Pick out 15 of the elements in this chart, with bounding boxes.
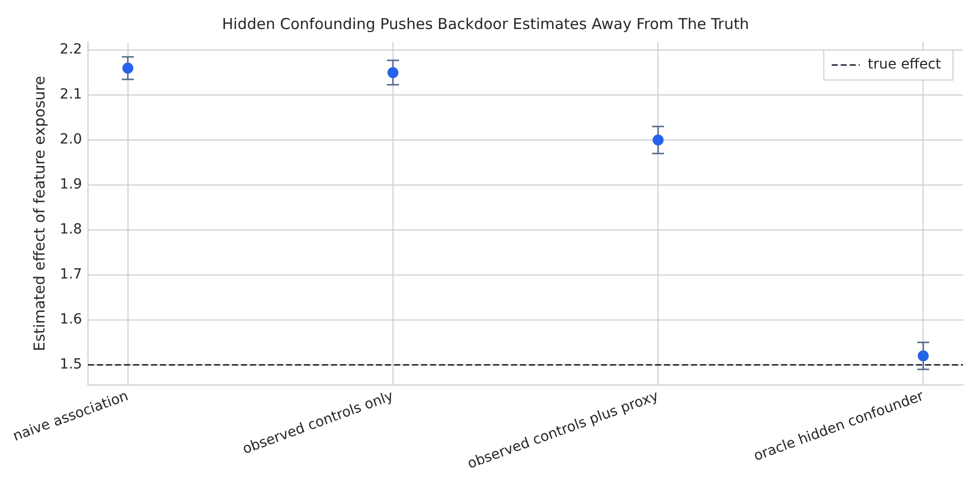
point [918, 350, 929, 362]
point [652, 134, 664, 146]
chart-title: Hidden Confounding Pushes Backdoor Estimates Away From The Truth [222, 14, 749, 33]
point [387, 67, 398, 78]
point [122, 62, 134, 74]
legend-label: true effect [868, 56, 942, 73]
y-tick-label: 1.7 [60, 266, 82, 283]
y-tick-label: 1.6 [60, 312, 82, 328]
y-axis-title: Estimated effect of feature exposure [30, 76, 49, 352]
y-tick-label: 1.8 [60, 222, 82, 238]
y-tick-label: 2.2 [60, 42, 82, 58]
y-tick-label: 2.1 [60, 86, 82, 103]
y-tick-label: 1.9 [60, 176, 82, 193]
y-tick-label: 2.0 [60, 132, 82, 148]
y-tick-label: 1.5 [60, 356, 82, 373]
